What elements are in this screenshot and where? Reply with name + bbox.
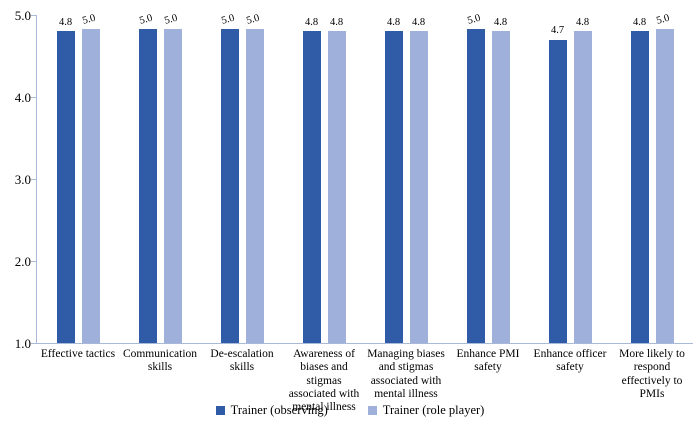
bar-group: 5.0 5.0 xyxy=(201,12,283,343)
bar-value-label: 5.0 xyxy=(655,12,671,27)
category-label: Effective tactics xyxy=(40,348,116,360)
bar-trainer-observing- xyxy=(302,31,321,343)
bar-with-label: 5.0 xyxy=(466,12,485,343)
bar-with-label: 4.8 xyxy=(384,15,403,343)
bar-trainer-role-player- xyxy=(409,31,428,343)
bar-value-label: 4.8 xyxy=(575,16,590,28)
y-tick-mark xyxy=(31,261,36,262)
category-label: Enhance PMI safety xyxy=(456,348,520,374)
category-label: Enhance officer safety xyxy=(533,348,607,374)
bar-group: 4.7 4.8 xyxy=(529,15,611,343)
bar-value-label: 4.8 xyxy=(386,16,401,28)
legend-label: Trainer (observing) xyxy=(230,403,328,417)
bar-group: 4.8 4.8 xyxy=(365,15,447,343)
legend-label: Trainer (role player) xyxy=(382,403,485,417)
bar-with-label: 4.7 xyxy=(548,15,567,343)
bar-value-label: 5.0 xyxy=(81,12,97,27)
bar-trainer-observing- xyxy=(56,31,75,343)
bar-trainer-role-player- xyxy=(245,28,264,343)
bar-with-label: 5.0 xyxy=(655,12,674,343)
bar-trainer-role-player- xyxy=(327,31,346,343)
bar-group: 4.8 5.0 xyxy=(611,12,693,343)
category-label: Awareness of biases and stigmas associat… xyxy=(288,348,360,414)
bar-with-label: 4.8 xyxy=(302,15,321,343)
bar-trainer-observing- xyxy=(466,28,485,343)
legend-swatch-icon xyxy=(215,405,225,415)
y-tick-mark xyxy=(31,97,36,98)
legend-swatch-icon xyxy=(367,405,377,415)
bar-group: 4.8 4.8 xyxy=(283,15,365,343)
bar-with-label: 5.0 xyxy=(81,12,100,343)
legend-item: Trainer (role player) xyxy=(367,403,485,417)
bar-value-label: 4.8 xyxy=(58,16,73,28)
bar-value-label: 5.0 xyxy=(245,12,261,27)
y-axis-line xyxy=(36,15,37,344)
x-axis-labels: Effective tactics Communication skills De-… xyxy=(37,348,693,415)
bar-trainer-role-player- xyxy=(81,28,100,343)
bar-trainer-observing- xyxy=(384,31,403,343)
bar-trainer-observing- xyxy=(630,31,649,343)
category-label: More likely to respond effectively to PM… xyxy=(619,348,685,400)
bar-value-label: 5.0 xyxy=(163,12,179,27)
y-tick-mark xyxy=(31,343,36,344)
bar-trainer-observing- xyxy=(548,39,567,343)
plot-area: 4.8 5.0 5.0 5.0 5.0 5.0 4.8 4.8 4.8 4.8 5.0 4.8 4.7 4… xyxy=(37,12,693,343)
legend: Trainer (observing) Trainer (role player) xyxy=(0,404,700,417)
bar-with-label: 4.8 xyxy=(630,15,649,343)
bar-group: 4.8 5.0 xyxy=(37,12,119,343)
y-tick-label: 4.0 xyxy=(14,90,31,105)
bar-with-label: 5.0 xyxy=(163,12,182,343)
bar-trainer-observing- xyxy=(220,28,239,343)
bar-group: 5.0 5.0 xyxy=(119,12,201,343)
bar-value-label: 4.8 xyxy=(493,16,508,28)
bar-value-label: 4.8 xyxy=(329,16,344,28)
bar-value-label: 5.0 xyxy=(138,12,154,27)
bar-trainer-role-player- xyxy=(163,28,182,343)
bar-trainer-observing- xyxy=(138,28,157,343)
category-label: De-escalation skills xyxy=(210,348,274,374)
y-tick-label: 2.0 xyxy=(14,254,31,269)
bar-value-label: 4.8 xyxy=(632,16,647,28)
legend-item: Trainer (observing) xyxy=(215,403,328,417)
bar-trainer-role-player- xyxy=(491,31,510,343)
bar-value-label: 4.8 xyxy=(411,16,426,28)
bar-value-label: 5.0 xyxy=(466,12,482,27)
bar-with-label: 4.8 xyxy=(573,15,592,343)
bar-with-label: 4.8 xyxy=(327,15,346,343)
bar-value-label: 4.8 xyxy=(304,16,319,28)
y-tick-label: 5.0 xyxy=(14,8,31,23)
y-tick-label: 3.0 xyxy=(14,172,31,187)
x-axis-line xyxy=(36,343,693,344)
bar-value-label: 5.0 xyxy=(220,12,236,27)
bar-with-label: 5.0 xyxy=(245,12,264,343)
bar-with-label: 5.0 xyxy=(138,12,157,343)
bar-with-label: 4.8 xyxy=(56,15,75,343)
bar-with-label: 4.8 xyxy=(409,15,428,343)
bar-trainer-role-player- xyxy=(655,28,674,343)
bar-value-label: 4.7 xyxy=(550,25,565,37)
bar-with-label: 4.8 xyxy=(491,15,510,343)
bar-groups: 4.8 5.0 5.0 5.0 5.0 5.0 4.8 4.8 4.8 4.8 5.0 4.8 4.7 4… xyxy=(37,12,693,343)
y-tick-label: 1.0 xyxy=(14,336,31,351)
bar-group: 5.0 4.8 xyxy=(447,12,529,343)
bar-with-label: 5.0 xyxy=(220,12,239,343)
y-tick-mark xyxy=(31,15,36,16)
bar-trainer-role-player- xyxy=(573,31,592,343)
category-label: Managing biases and stigmas associated w… xyxy=(367,348,445,400)
category-label: Communication skills xyxy=(122,348,198,374)
y-tick-mark xyxy=(31,179,36,180)
